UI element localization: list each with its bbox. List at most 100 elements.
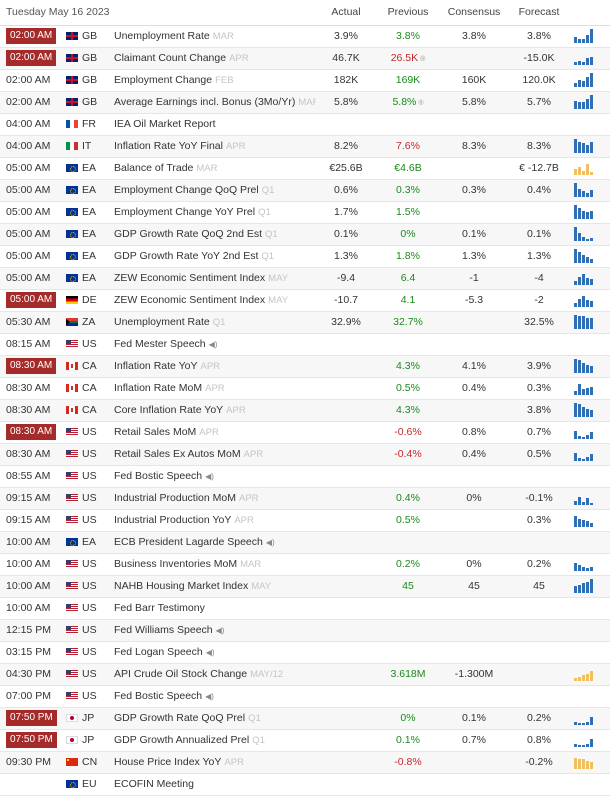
column-consensus[interactable]: Consensus (440, 0, 509, 26)
sparkline-cell[interactable] (570, 69, 610, 91)
calendar-row[interactable]: 05:00 AM EA Employment Change YoY Prel Q1 1.… (0, 201, 610, 223)
calendar-row[interactable]: 05:00 AM EA Employment Change QoQ Prel Q1 0.… (0, 179, 610, 201)
event-name[interactable]: Retail Sales MoM (114, 426, 197, 438)
sparkline-cell[interactable] (570, 509, 610, 531)
event-cell[interactable]: ZEW Economic Sentiment Index MAY (110, 267, 316, 289)
sparkline-cell[interactable] (570, 399, 610, 421)
sparkline-cell[interactable] (570, 355, 610, 377)
sparkline-cell[interactable] (570, 663, 610, 685)
event-name[interactable]: API Crude Oil Stock Change (114, 668, 248, 680)
event-cell[interactable]: Inflation Rate YoY APR (110, 355, 316, 377)
sparkline-chart[interactable] (574, 293, 594, 307)
event-name[interactable]: ZEW Economic Sentiment Index (114, 272, 266, 284)
event-name[interactable]: IEA Oil Market Report (114, 118, 216, 130)
event-cell[interactable]: NAHB Housing Market Index MAY (110, 575, 316, 597)
event-name[interactable]: Fed Williams Speech (114, 624, 213, 636)
sparkline-cell[interactable] (570, 773, 610, 795)
sparkline-cell[interactable] (570, 113, 610, 135)
event-cell[interactable]: Fed Bostic Speech ◀) (110, 685, 316, 707)
event-name[interactable]: NAHB Housing Market Index (114, 580, 249, 592)
event-cell[interactable]: Fed Barr Testimony (110, 597, 316, 619)
sparkline-chart[interactable] (574, 315, 594, 329)
calendar-row[interactable]: 09:15 AM US Industrial Production MoM APR 0.… (0, 487, 610, 509)
event-name[interactable]: ECB President Lagarde Speech (114, 536, 263, 548)
event-name[interactable]: Employment Change YoY Prel (114, 206, 256, 218)
calendar-row[interactable]: 05:30 AM ZA Unemployment Rate Q1 32.9% 32.7% 3… (0, 311, 610, 333)
calendar-row[interactable]: 05:00 AM DE ZEW Economic Sentiment Index MA… (0, 289, 610, 311)
event-name[interactable]: Core Inflation Rate YoY (114, 404, 224, 416)
sparkline-chart[interactable] (574, 579, 594, 593)
event-name[interactable]: Unemployment Rate (114, 30, 210, 42)
event-name[interactable]: Industrial Production MoM (114, 492, 236, 504)
event-name[interactable]: Fed Logan Speech (114, 646, 203, 658)
sparkline-cell[interactable] (570, 597, 610, 619)
sparkline-cell[interactable] (570, 223, 610, 245)
event-cell[interactable]: IEA Oil Market Report (110, 113, 316, 135)
event-cell[interactable]: Fed Bostic Speech ◀) (110, 465, 316, 487)
event-name[interactable]: GDP Growth Annualized Prel (114, 734, 250, 746)
calendar-row[interactable]: 07:50 PM JP GDP Growth Annualized Prel Q1 0.… (0, 729, 610, 751)
event-name[interactable]: Inflation Rate MoM (114, 382, 203, 394)
calendar-row[interactable]: 02:00 AM GB Average Earnings incl. Bonus (… (0, 91, 610, 113)
sparkline-cell[interactable] (570, 751, 610, 773)
event-cell[interactable]: GDP Growth Rate YoY 2nd Est Q1 (110, 245, 316, 267)
calendar-row[interactable]: 02:00 AM GB Employment Change FEB 182K 169K 16… (0, 69, 610, 91)
calendar-row[interactable]: 08:30 AM CA Inflation Rate YoY APR 4.3% 4.1% 3… (0, 355, 610, 377)
event-cell[interactable]: GDP Growth Rate QoQ 2nd Est Q1 (110, 223, 316, 245)
calendar-row[interactable]: 04:00 AM FR IEA Oil Market Report (0, 113, 610, 135)
sparkline-cell[interactable] (570, 465, 610, 487)
calendar-row[interactable]: 08:30 AM CA Core Inflation Rate YoY APR 4.3%… (0, 399, 610, 421)
column-actual[interactable]: Actual (316, 0, 377, 26)
sparkline-chart[interactable] (574, 711, 594, 725)
sparkline-cell[interactable] (570, 135, 610, 157)
event-name[interactable]: Inflation Rate YoY (114, 360, 198, 372)
sparkline-chart[interactable] (574, 271, 594, 285)
sparkline-cell[interactable] (570, 267, 610, 289)
sparkline-chart[interactable] (574, 205, 594, 219)
sparkline-chart[interactable] (574, 51, 594, 65)
sparkline-cell[interactable] (570, 377, 610, 399)
event-name[interactable]: GDP Growth Rate QoQ 2nd Est (114, 228, 263, 240)
event-name[interactable]: Claimant Count Change (114, 52, 227, 64)
calendar-row[interactable]: 08:30 AM US Retail Sales Ex Autos MoM APR -0… (0, 443, 610, 465)
calendar-row[interactable]: 12:15 PM US Fed Williams Speech ◀) (0, 619, 610, 641)
event-name[interactable]: House Price Index YoY (114, 756, 222, 768)
calendar-row[interactable]: 05:00 AM EA Balance of Trade MAR €25.6B €4.6B… (0, 157, 610, 179)
sparkline-chart[interactable] (574, 249, 594, 263)
column-forecast[interactable]: Forecast (508, 0, 571, 26)
event-cell[interactable]: House Price Index YoY APR (110, 751, 316, 773)
sparkline-chart[interactable] (574, 95, 594, 109)
calendar-row[interactable]: 02:00 AM GB Unemployment Rate MAR 3.9% 3.8% 3.… (0, 25, 610, 47)
calendar-row[interactable]: 04:30 PM US API Crude Oil Stock Change MAY/… (0, 663, 610, 685)
calendar-row[interactable]: 10:00 AM EA ECB President Lagarde Speech ◀) (0, 531, 610, 553)
calendar-row[interactable]: 07:50 PM JP GDP Growth Rate QoQ Prel Q1 0% 0.… (0, 707, 610, 729)
sparkline-cell[interactable] (570, 421, 610, 443)
sparkline-chart[interactable] (574, 161, 594, 175)
event-cell[interactable]: ECOFIN Meeting (110, 773, 316, 795)
event-cell[interactable]: Inflation Rate MoM APR (110, 377, 316, 399)
event-name[interactable]: Retail Sales Ex Autos MoM (114, 448, 241, 460)
event-cell[interactable]: Balance of Trade MAR (110, 157, 316, 179)
calendar-row[interactable]: 08:55 AM US Fed Bostic Speech ◀) (0, 465, 610, 487)
event-cell[interactable]: Unemployment Rate Q1 (110, 311, 316, 333)
column-previous[interactable]: Previous (376, 0, 441, 26)
sparkline-cell[interactable] (570, 201, 610, 223)
event-cell[interactable]: ECB President Lagarde Speech ◀) (110, 531, 316, 553)
sparkline-chart[interactable] (574, 667, 594, 681)
sparkline-cell[interactable] (570, 641, 610, 663)
calendar-row[interactable]: 08:30 AM CA Inflation Rate MoM APR 0.5% 0.4% 0… (0, 377, 610, 399)
calendar-row[interactable]: 03:15 PM US Fed Logan Speech ◀) (0, 641, 610, 663)
event-name[interactable]: GDP Growth Rate YoY 2nd Est (114, 250, 259, 262)
event-name[interactable]: Business Inventories MoM (114, 558, 238, 570)
sparkline-chart[interactable] (574, 29, 594, 43)
event-name[interactable]: Employment Change QoQ Prel (114, 184, 259, 196)
sparkline-cell[interactable] (570, 91, 610, 113)
event-cell[interactable]: Employment Change QoQ Prel Q1 (110, 179, 316, 201)
sparkline-chart[interactable] (574, 227, 594, 241)
calendar-row[interactable]: 05:00 AM EA GDP Growth Rate QoQ 2nd Est Q1 0… (0, 223, 610, 245)
sparkline-cell[interactable] (570, 179, 610, 201)
calendar-row[interactable]: 05:00 AM EA GDP Growth Rate YoY 2nd Est Q1 1… (0, 245, 610, 267)
sparkline-chart[interactable] (574, 381, 594, 395)
event-cell[interactable]: Fed Mester Speech ◀) (110, 333, 316, 355)
event-name[interactable]: Fed Barr Testimony (114, 602, 205, 614)
